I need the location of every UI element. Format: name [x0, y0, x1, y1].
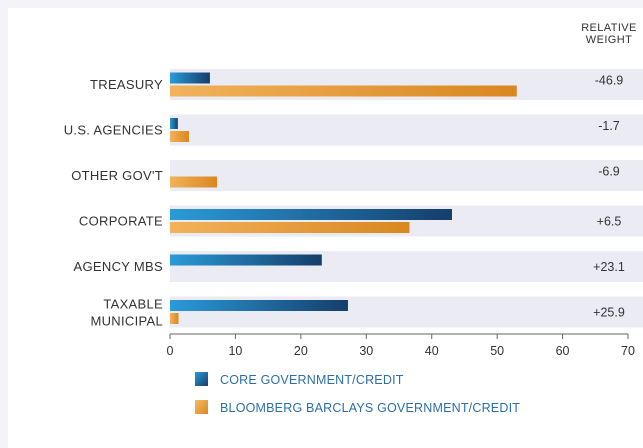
legend-label-core: CORE GOVERNMENT/CREDIT: [220, 373, 404, 387]
relative-weight-other-gov-t: -6.9: [598, 165, 620, 179]
bar-benchmark-taxable-municipal: [170, 313, 179, 324]
legend-label-benchmark: BLOOMBERG BARCLAYS GOVERNMENT/CREDIT: [220, 401, 520, 415]
legend: CORE GOVERNMENT/CREDIT BLOOMBERG BARCLAY…: [195, 372, 520, 415]
bar-core-corporate: [170, 209, 452, 220]
relative-weight-agency-mbs: +23.1: [593, 260, 625, 274]
x-tick-label-0: 0: [167, 344, 174, 358]
row-band-other-gov-t: [170, 160, 643, 191]
relative-weight-header-line2: WEIGHT: [586, 34, 632, 46]
category-label-taxable-municipal-line2: MUNICIPAL: [90, 314, 163, 329]
relative-weight-taxable-municipal: +25.9: [593, 306, 625, 320]
bar-benchmark-corporate: [170, 222, 410, 233]
x-tick-label-20: 20: [294, 344, 308, 358]
x-tick-label-50: 50: [490, 344, 504, 358]
bar-benchmark-treasury: [170, 85, 517, 97]
category-label-agency-mbs: AGENCY MBS: [74, 259, 163, 274]
category-label-treasury: TREASURY: [90, 77, 163, 92]
category-label-corporate: CORPORATE: [79, 214, 163, 229]
legend-swatch-core: [195, 372, 208, 386]
x-tick-label-70: 70: [621, 344, 635, 358]
x-tick-label-30: 30: [359, 344, 373, 358]
x-tick-label-40: 40: [425, 344, 439, 358]
chart-panel: RELATIVE WEIGHT TREASURY U.S. AGENCIES OTH…: [8, 8, 643, 448]
relative-weight-header-line1: RELATIVE: [581, 22, 637, 34]
relative-weight-corporate: +6.5: [597, 215, 622, 229]
bar-core-u-s-agencies: [170, 118, 178, 129]
sector-weight-chart: RELATIVE WEIGHT TREASURY U.S. AGENCIES OTH…: [64, 22, 643, 415]
category-label-taxable-municipal-line1: TAXABLE: [103, 297, 163, 312]
bar-core-treasury: [170, 72, 210, 84]
x-tick-label-60: 60: [556, 344, 570, 358]
relative-weight-u-s-agencies: -1.7: [598, 119, 620, 133]
category-label-other-gov-t: OTHER GOV'T: [71, 168, 163, 183]
relative-weight-treasury: -46.9: [595, 74, 624, 88]
bar-core-agency-mbs: [170, 254, 322, 266]
legend-swatch-benchmark: [195, 400, 208, 414]
bar-benchmark-other-gov-t: [170, 176, 218, 188]
x-axis: 0 10 20 30 40 50 60 70: [167, 333, 635, 358]
category-label-u-s-agencies: U.S. AGENCIES: [64, 123, 163, 138]
x-tick-label-10: 10: [228, 344, 242, 358]
bar-core-taxable-municipal: [170, 300, 348, 311]
bar-benchmark-u-s-agencies: [170, 131, 189, 142]
row-band-u-s-agencies: [170, 114, 643, 146]
